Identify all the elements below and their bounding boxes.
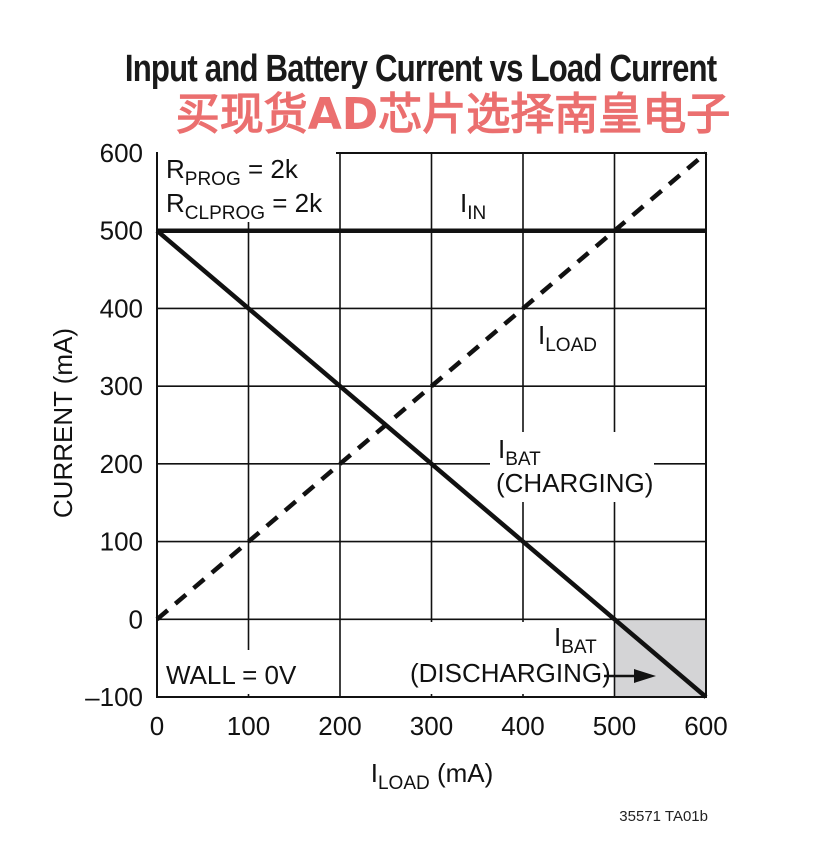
- ibat-charging-label-line2: (CHARGING): [496, 468, 653, 498]
- y-tick-label: 0: [129, 604, 143, 634]
- plot-frame: [156, 152, 707, 698]
- x-axis-label: ILOAD (mA): [371, 758, 494, 794]
- x-tick-label: 200: [318, 711, 361, 741]
- ibat-discharging-label: IBAT: [554, 622, 597, 658]
- y-tick-label: 500: [100, 216, 143, 246]
- x-tick-label: 400: [501, 711, 544, 741]
- iin-label-bg: [452, 180, 504, 224]
- iin-label: IIN: [460, 188, 486, 224]
- y-tick-label: 200: [100, 449, 143, 479]
- rprog-label: RPROG = 2k: [166, 154, 299, 190]
- x-tick-label: 500: [593, 711, 636, 741]
- x-tick-label: 600: [684, 711, 727, 741]
- ibat-charging-label-bg: [490, 432, 654, 502]
- ibat-discharging-arrowhead: [634, 669, 656, 683]
- iload-label-bg: [530, 318, 608, 358]
- rprog-label-bg: [158, 152, 336, 222]
- y-tick-label: 400: [100, 293, 143, 323]
- y-tick-label: 300: [100, 371, 143, 401]
- wall-label: WALL = 0V: [166, 660, 297, 690]
- x-tick-label: 300: [410, 711, 453, 741]
- y-axis-label: CURRENT (mA): [48, 328, 78, 518]
- series-iload-line: [155, 151, 708, 622]
- ibat-discharging-label-line2: (DISCHARGING): [410, 658, 611, 688]
- x-tick-label: 100: [227, 711, 270, 741]
- chart-title: Input and Battery Current vs Load Curren…: [124, 48, 717, 90]
- ibat-discharging-label-bg: [402, 622, 610, 694]
- x-tick-label: 0: [150, 711, 164, 741]
- y-tick-label: 100: [100, 527, 143, 557]
- part-code: 35571 TA01b: [619, 808, 708, 825]
- ibat-charging-label: IBAT: [498, 434, 541, 470]
- iload-label: ILOAD: [538, 320, 597, 356]
- series-ibat-line: [155, 228, 708, 699]
- y-tick-label: –100: [85, 682, 143, 712]
- rclprog-label: RCLPROG = 2k: [166, 188, 323, 224]
- y-tick-label: 600: [100, 138, 143, 168]
- watermark-text: 买现货AD芯片选择南皇电子: [175, 89, 731, 140]
- wall-label-bg: [158, 650, 308, 694]
